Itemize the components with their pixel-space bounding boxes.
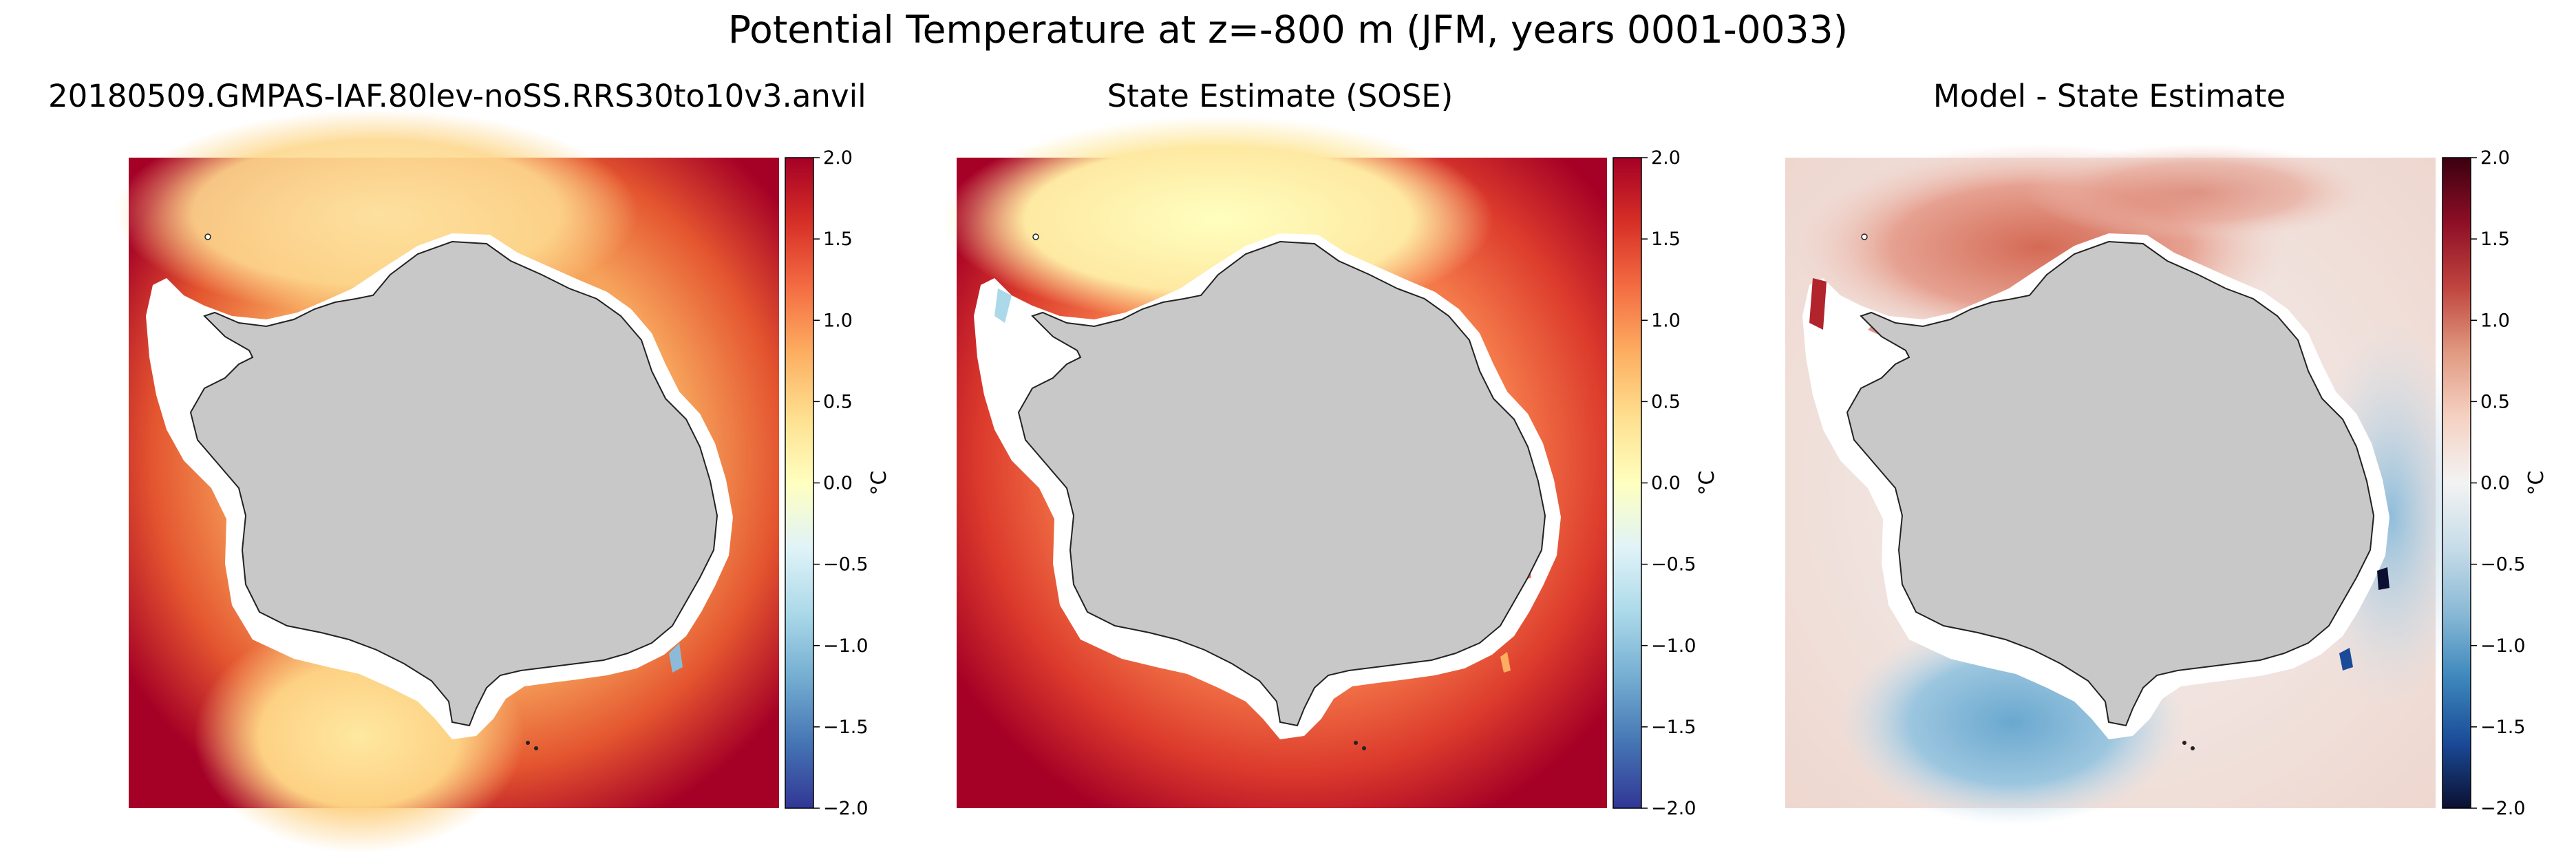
colorbar-2-tick-label: 1.5 (1651, 229, 1681, 250)
colorbar-1-tick-label: −1.0 (823, 635, 869, 657)
colorbar-2-tick-label: 0.5 (1651, 391, 1681, 412)
colorbar-1-tick-label: 1.5 (823, 229, 853, 250)
colorbar-3-tick-label: −1.0 (2480, 635, 2526, 657)
colorbar-3: 2.0 1.5 1.0 0.5 0.0 −0.5 −1.0 −1.5 −2.0 °C (2442, 147, 2548, 819)
colorbar-2-unit-label: °C (1695, 471, 1719, 496)
colorbar-1-tick-label: 2.0 (823, 147, 853, 169)
colorbar-2-tick-label: 1.0 (1651, 310, 1681, 331)
colorbar-2-tick-label: 0.0 (1651, 473, 1681, 494)
colorbar-2-scale (1612, 157, 1642, 809)
panel-1-title: 20180509.GMPAS-IAF.80lev-noSS.RRS30to10v… (48, 78, 866, 114)
colorbar-3-tick-label: 0.5 (2480, 391, 2510, 412)
colorbar-1-tick-label: −2.0 (823, 798, 869, 819)
colorbar-1-tick-label: 1.0 (823, 310, 853, 331)
figure-title: Potential Temperature at z=-800 m (JFM, … (727, 8, 1849, 52)
colorbar-1-unit-label: °C (867, 471, 891, 496)
panel-2-title: State Estimate (SOSE) (1107, 78, 1454, 114)
colorbar-3-tick-label: −1.5 (2480, 717, 2526, 738)
colorbar-2: 2.0 1.5 1.0 0.5 0.0 −0.5 −1.0 −1.5 −2.0 °C (1612, 147, 1719, 819)
colorbar-1-tick-label: 0.0 (823, 473, 853, 494)
colorbar-3-scale (2442, 157, 2471, 809)
colorbar-3-tick-label: 0.0 (2480, 473, 2510, 494)
colorbar-2-tick-label: −1.0 (1651, 635, 1696, 657)
colorbar-2-tick-label: 2.0 (1651, 147, 1681, 169)
colorbar-1: 2.0 1.5 1.0 0.5 0.0 −0.5 −1.0 −1.5 −2.0 °C (785, 147, 891, 819)
panel-2-map (943, 116, 1607, 808)
panel-3-title: Model - State Estimate (1933, 78, 2286, 114)
colorbar-1-tick-label: −1.5 (823, 717, 869, 738)
panel-1-map (115, 109, 779, 853)
colorbar-3-tick-label: −0.5 (2480, 554, 2526, 576)
colorbar-2-tick-label: −0.5 (1651, 554, 1696, 576)
colorbar-2-tick-label: −2.0 (1651, 798, 1696, 819)
colorbar-3-tick-label: 2.0 (2480, 147, 2510, 169)
colorbar-3-tick-label: 1.0 (2480, 310, 2510, 331)
colorbar-1-scale (785, 157, 814, 809)
colorbar-3-tick-label: −2.0 (2480, 798, 2526, 819)
colorbar-3-unit-label: °C (2524, 471, 2548, 496)
colorbar-1-tick-label: −0.5 (823, 554, 869, 576)
colorbar-1-tick-label: 0.5 (823, 391, 853, 412)
panel-3-map (1785, 144, 2473, 825)
colorbar-3-tick-label: 1.5 (2480, 229, 2510, 250)
colorbar-2-tick-label: −1.5 (1651, 717, 1696, 738)
